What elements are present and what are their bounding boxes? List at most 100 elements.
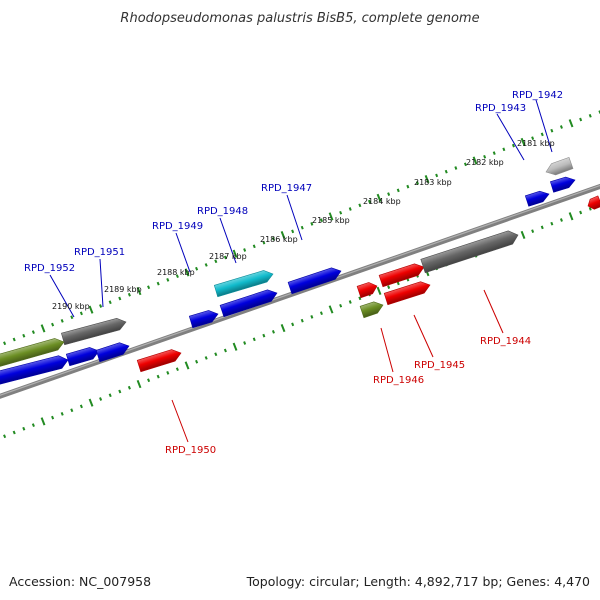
backbone-line <box>0 183 600 399</box>
leader-line <box>171 399 189 443</box>
ruler-tick <box>435 173 439 178</box>
gene-arrow-blue <box>219 289 278 318</box>
gene-arrow-silver <box>545 157 574 176</box>
gene-label-rpd-1949: RPD_1949 <box>152 221 203 232</box>
scale-label-2188: 2188 kbp <box>157 268 195 277</box>
ruler-tick <box>60 319 64 323</box>
ruler-tick <box>127 385 131 390</box>
gene-arrow-blue <box>550 176 576 193</box>
gene-arrow-gray <box>61 317 127 346</box>
leader-line <box>535 99 553 153</box>
gene-arrow-blue <box>0 355 69 385</box>
ruler-tick <box>175 274 179 278</box>
scale-label-2185: 2185 kbp <box>312 216 350 225</box>
ruler-tick <box>79 311 83 316</box>
ruler-tick <box>51 322 55 327</box>
ruler-tick <box>31 330 35 334</box>
ruler-tick <box>31 423 35 427</box>
ruler-tick <box>463 162 467 167</box>
gene-arrow-gray <box>420 230 519 274</box>
ruler-tick <box>520 137 526 146</box>
ruler-tick <box>568 212 574 221</box>
ruler-tick <box>108 300 112 305</box>
ruler-tick <box>175 367 179 371</box>
ruler-tick <box>472 156 478 165</box>
ruler-tick <box>147 285 151 290</box>
ruler-tick <box>531 136 535 140</box>
ruler-tick <box>99 397 103 401</box>
genome-title: Rhodopseudomonas palustris BisB5, comple… <box>120 11 479 26</box>
accession-text: Accession: NC_007958 <box>9 574 151 589</box>
ruler-tick <box>252 244 256 249</box>
ruler-tick <box>214 259 218 264</box>
gene-arrow-red <box>136 349 182 373</box>
gene-label-rpd-1948: RPD_1948 <box>197 206 248 217</box>
ruler-tick <box>328 212 334 221</box>
ruler-tick <box>319 218 323 223</box>
ruler-tick <box>204 263 208 267</box>
ruler-tick <box>184 361 190 370</box>
ruler-tick <box>550 128 554 133</box>
gene-arrow-olive <box>0 338 65 367</box>
gene-label-rpd-1951: RPD_1951 <box>74 247 125 258</box>
gene-label-rpd-1946: RPD_1946 <box>373 375 424 386</box>
ruler-tick <box>147 378 151 383</box>
ruler-tick <box>540 225 544 230</box>
gene-arrow-red <box>356 282 378 299</box>
ruler-tick <box>108 393 112 398</box>
leader-line <box>286 194 303 241</box>
ruler-tick <box>184 268 190 277</box>
ruler-tick <box>579 117 583 122</box>
gene-arrow-red <box>378 263 425 288</box>
ruler-tick <box>300 225 304 230</box>
ruler-tick <box>511 143 515 148</box>
ruler-tick <box>243 341 247 345</box>
gene-label-rpd-1942: RPD_1942 <box>512 90 563 101</box>
ruler-tick <box>328 305 334 314</box>
gene-arrow-red <box>587 195 600 210</box>
ruler-tick <box>136 379 142 389</box>
ruler-tick <box>310 315 314 319</box>
ruler-tick <box>127 292 131 297</box>
scale-label-2187: 2187 kbp <box>209 252 247 261</box>
ruler-tick <box>271 237 275 241</box>
ruler-tick <box>310 222 314 226</box>
label-leader-lines <box>49 99 553 443</box>
ruler-tick <box>40 324 46 333</box>
top-gene-labels: RPD_1942 RPD_1943 RPD_1947 RPD_1948 RPD_… <box>24 90 563 274</box>
gene-label-rpd-1950: RPD_1950 <box>165 445 216 456</box>
ruler-tick <box>559 125 563 129</box>
ruler-tick <box>195 266 199 271</box>
scale-label-2186: 2186 kbp <box>260 235 298 244</box>
topology-text: Topology: circular; Length: 4,892,717 bp… <box>246 574 590 589</box>
gene-arrow-olive <box>359 301 384 319</box>
ruler-tick <box>348 300 352 304</box>
ruler-tick <box>214 352 218 357</box>
ruler-tick <box>568 119 574 128</box>
scale-label-2184: 2184 kbp <box>363 197 401 206</box>
ruler-tick <box>520 230 526 239</box>
ruler-tick <box>339 303 343 308</box>
ruler-tick <box>156 281 160 286</box>
ruler-tick <box>550 221 554 226</box>
ruler-tick <box>540 132 544 137</box>
ruler-tick <box>376 286 382 295</box>
scale-label-2183: 2183 kbp <box>414 178 452 187</box>
leader-line <box>175 232 191 273</box>
leader-line <box>49 274 75 318</box>
ruler-tick <box>204 356 208 360</box>
ruler-tick <box>232 249 238 258</box>
ruler-tick <box>424 175 430 184</box>
ruler-tick <box>156 374 160 379</box>
ruler-tick <box>319 311 323 316</box>
leader-line <box>380 327 394 373</box>
ruler-tick <box>454 166 458 170</box>
ruler-tick <box>118 389 122 394</box>
ruler-tick <box>22 426 26 431</box>
ruler-tick <box>531 229 535 233</box>
ruler-tick <box>396 188 400 193</box>
ruler-tick <box>262 333 266 338</box>
ruler-tick <box>280 231 286 240</box>
ruler-tick <box>252 337 256 342</box>
ruler-tick <box>367 199 371 204</box>
